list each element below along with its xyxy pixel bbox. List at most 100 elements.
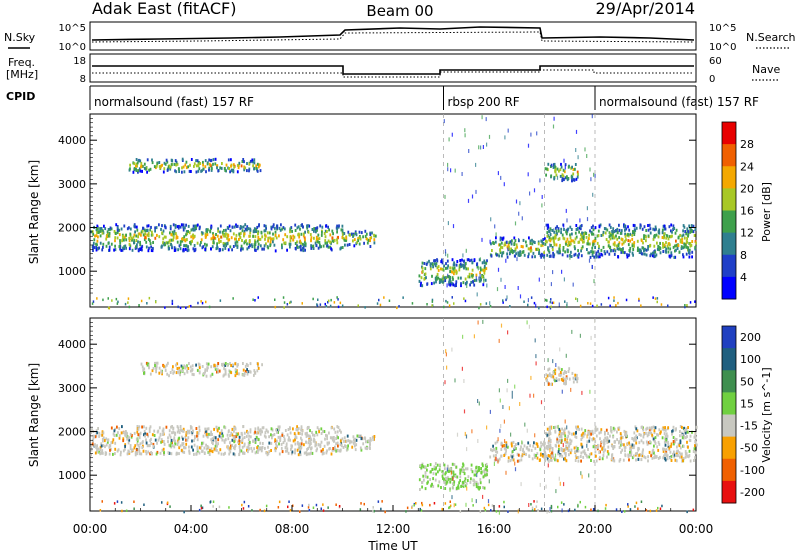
range-gate-cell bbox=[272, 232, 274, 236]
range-gate-cell bbox=[323, 430, 326, 433]
range-gate-cell bbox=[591, 232, 593, 236]
range-gate-cell bbox=[124, 244, 127, 248]
range-gate-cell bbox=[248, 440, 251, 444]
range-gate-cell bbox=[657, 244, 660, 248]
range-gate-cell bbox=[217, 438, 220, 442]
range-gate-cell bbox=[172, 365, 174, 369]
range-gate-cell bbox=[563, 223, 565, 228]
range-gate-cell bbox=[107, 306, 110, 310]
range-gate-cell bbox=[345, 439, 348, 443]
range-gate-cell bbox=[563, 381, 565, 385]
range-gate-cell bbox=[547, 223, 549, 227]
range-gate-cell bbox=[583, 232, 586, 236]
range-gate-cell bbox=[495, 253, 498, 257]
range-gate-cell bbox=[652, 425, 655, 429]
range-gate-cell bbox=[571, 176, 574, 180]
range-gate-cell bbox=[242, 451, 244, 455]
range-gate-cell bbox=[238, 445, 241, 449]
range-gate-cell bbox=[620, 250, 623, 254]
range-gate-cell bbox=[433, 467, 436, 471]
range-gate-cell bbox=[354, 440, 356, 444]
colorbar-swatch bbox=[722, 370, 736, 393]
range-gate-cell bbox=[178, 244, 181, 248]
range-gate-cell bbox=[636, 249, 639, 252]
range-gate-cell bbox=[166, 168, 169, 172]
range-gate-cell bbox=[223, 425, 226, 429]
range-gate-cell bbox=[552, 124, 555, 129]
range-gate-cell bbox=[122, 234, 124, 238]
range-gate-cell bbox=[547, 358, 549, 363]
range-gate-cell bbox=[458, 268, 461, 272]
range-gate-cell bbox=[605, 428, 608, 432]
range-gate-cell bbox=[311, 451, 314, 455]
range-gate-cell bbox=[156, 450, 159, 454]
range-gate-cell bbox=[635, 427, 638, 431]
range-gate-cell bbox=[267, 430, 269, 434]
range-gate-cell bbox=[364, 234, 367, 238]
range-gate-cell bbox=[646, 442, 649, 446]
range-gate-cell bbox=[142, 233, 145, 237]
range-gate-cell bbox=[468, 275, 471, 279]
range-gate-cell bbox=[197, 301, 199, 305]
range-gate-cell bbox=[592, 242, 595, 246]
range-gate-cell bbox=[540, 255, 543, 259]
range-gate-cell bbox=[120, 501, 123, 504]
range-gate-cell bbox=[247, 364, 249, 368]
range-gate-cell bbox=[364, 229, 367, 233]
range-gate-cell bbox=[443, 467, 446, 471]
range-gate-cell bbox=[620, 433, 623, 437]
range-gate-cell bbox=[600, 428, 603, 432]
range-gate-cell bbox=[277, 506, 280, 509]
range-gate-cell bbox=[301, 223, 303, 227]
range-gate-cell bbox=[555, 444, 558, 448]
range-gate-cell bbox=[240, 431, 243, 435]
range-gate-cell bbox=[161, 448, 164, 452]
range-gate-cell bbox=[91, 439, 94, 443]
range-gate-cell bbox=[285, 449, 287, 453]
range-gate-cell bbox=[509, 459, 512, 463]
range-gate-cell bbox=[372, 509, 374, 513]
range-gate-cell bbox=[559, 243, 561, 247]
range-gate-cell bbox=[588, 439, 591, 443]
range-gate-cell bbox=[226, 363, 229, 367]
range-gate-cell bbox=[222, 362, 225, 366]
range-gate-cell bbox=[464, 128, 466, 133]
range-gate-cell bbox=[130, 236, 133, 240]
range-gate-cell bbox=[545, 173, 547, 177]
range-gate-cell bbox=[451, 495, 453, 500]
range-gate-cell bbox=[546, 253, 549, 257]
range-gate-cell bbox=[238, 435, 241, 439]
range-gate-cell bbox=[185, 233, 187, 237]
range-gate-cell bbox=[641, 252, 643, 256]
range-gate-cell bbox=[560, 501, 563, 504]
range-gate-cell bbox=[241, 229, 244, 233]
range-gate-cell bbox=[118, 233, 121, 237]
range-gate-cell bbox=[114, 248, 117, 252]
range-gate-cell bbox=[543, 448, 546, 452]
range-gate-cell bbox=[353, 244, 356, 248]
cpid-segment-label: normalsound (fast) 157 RF bbox=[599, 95, 759, 109]
range-gate-cell bbox=[369, 233, 372, 236]
range-gate-cell bbox=[444, 502, 447, 505]
range-gate-cell bbox=[216, 429, 219, 433]
range-gate-cell bbox=[158, 165, 161, 169]
range-gate-cell bbox=[253, 369, 256, 373]
range-gate-cell bbox=[567, 248, 570, 253]
range-gate-cell bbox=[618, 228, 621, 232]
range-gate-cell bbox=[603, 227, 606, 230]
range-gate-cell bbox=[619, 458, 622, 461]
range-gate-cell bbox=[632, 253, 634, 257]
range-gate-cell bbox=[228, 224, 231, 228]
range-gate-cell bbox=[336, 236, 339, 240]
range-gate-cell bbox=[501, 444, 504, 448]
range-gate-cell bbox=[573, 446, 576, 450]
range-gate-cell bbox=[580, 235, 583, 239]
range-gate-cell bbox=[565, 242, 567, 246]
range-gate-cell bbox=[145, 441, 148, 445]
range-gate-cell bbox=[237, 164, 240, 168]
range-gate-cell bbox=[187, 165, 190, 169]
range-gate-cell bbox=[651, 254, 654, 258]
range-gate-cell bbox=[254, 248, 256, 252]
range-gate-cell bbox=[233, 447, 236, 451]
